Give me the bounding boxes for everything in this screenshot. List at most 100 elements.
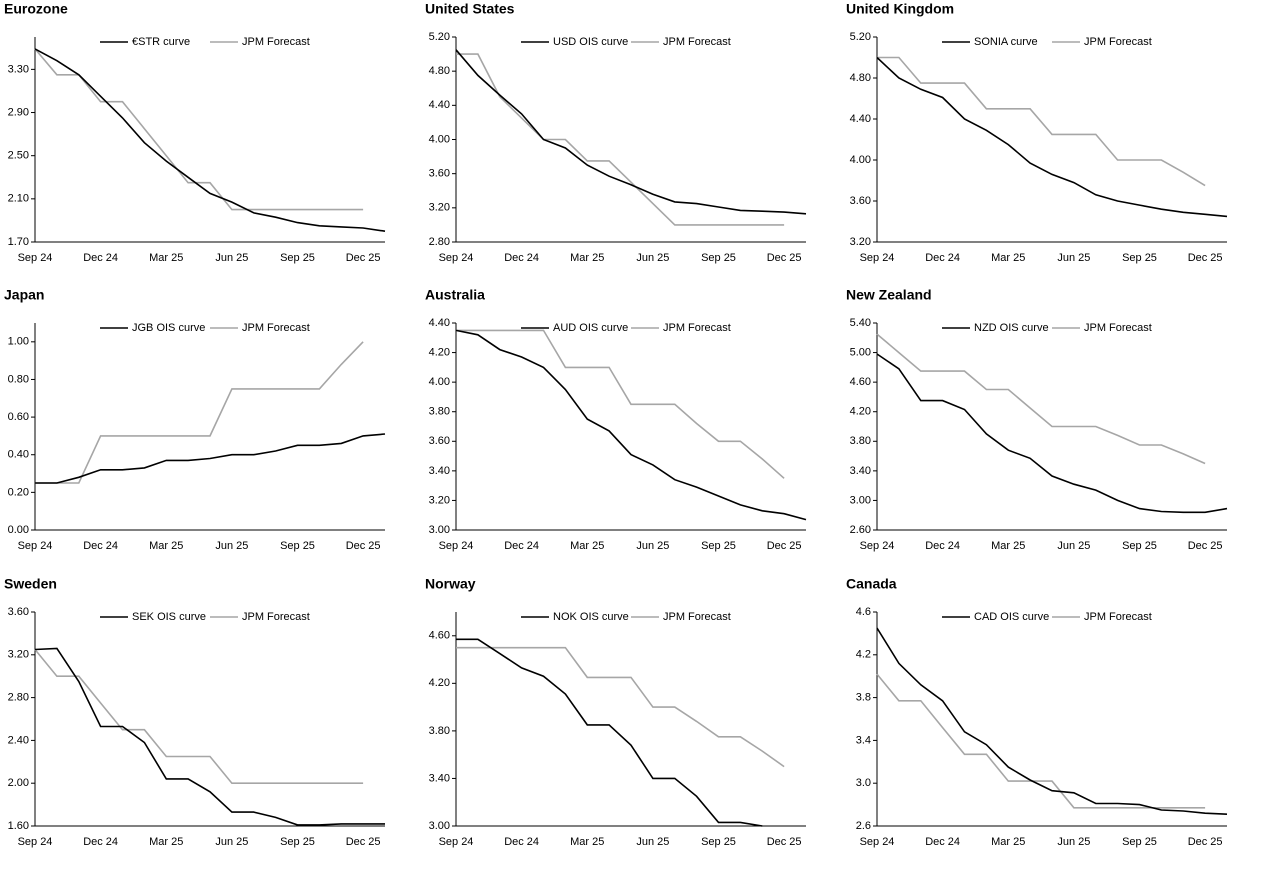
x-tick-label: Dec 25 [1188,540,1223,552]
y-tick-label: 3.80 [429,406,450,418]
x-tick-label: Jun 25 [215,540,248,552]
legend-label: NOK OIS curve [553,611,629,623]
panel: United Kingdom 3.20 3.60 4.00 4.40 4.80 5.20 Se… [846,1,1228,264]
panel: Canada 2.6 3.0 3.4 3.8 4.2 4.6 Sep 24 Dec 24 Mar … [846,576,1228,848]
y-tick-label: 4.80 [850,72,871,84]
x-tick-label: Dec 25 [767,252,802,264]
y-tick-label: 2.80 [429,236,450,248]
x-tick-label: Dec 25 [767,836,802,848]
x-tick-label: Sep 24 [860,252,895,264]
x-tick-label: Dec 24 [83,252,118,264]
x-tick-label: Mar 25 [570,836,604,848]
y-tick-label: 1.00 [8,336,29,348]
series-line [455,49,807,215]
y-tick-label: 4.00 [429,376,450,388]
x-tick-label: Jun 25 [1057,540,1090,552]
series-line [456,646,785,768]
x-tick-label: Jun 25 [215,252,248,264]
x-tick-label: Jun 25 [636,252,669,264]
x-tick-label: Sep 25 [280,836,315,848]
y-tick-label: 4.20 [429,346,450,358]
series-line [876,333,1206,465]
y-tick-label: 2.00 [8,777,29,789]
x-tick-label: Sep 25 [280,540,315,552]
panel-title: New Zealand [846,287,932,303]
y-tick-label: 4.40 [429,317,450,329]
panel-title: United States [425,1,515,17]
x-tick-label: Dec 25 [346,252,381,264]
y-tick-label: 4.00 [429,133,450,145]
y-tick-label: 0.80 [8,373,29,385]
y-tick-label: 3.60 [8,606,29,618]
x-tick-label: Sep 24 [18,540,53,552]
y-tick-label: 4.2 [856,649,871,661]
x-tick-label: Sep 24 [18,252,53,264]
y-tick-label: 2.6 [856,820,871,832]
panel-title: Norway [425,576,476,592]
x-tick-label: Mar 25 [991,252,1025,264]
y-tick-label: 4.40 [429,99,450,111]
series-line [455,329,807,521]
series-line [876,353,1228,514]
series-line [876,56,1228,218]
series-line [34,48,386,232]
panel: Australia 3.00 3.20 3.40 3.60 3.80 4.00 4.20 4.4… [425,287,807,552]
x-tick-label: Sep 25 [701,540,736,552]
x-tick-label: Dec 25 [346,836,381,848]
legend-label: SEK OIS curve [132,611,206,623]
panel-title: Eurozone [4,1,68,17]
series-line [876,673,1206,809]
x-tick-label: Sep 25 [1122,836,1157,848]
x-tick-label: Sep 25 [1122,252,1157,264]
series-line [876,627,1228,815]
y-tick-label: 3.80 [429,725,450,737]
x-tick-label: Dec 24 [504,252,539,264]
x-tick-label: Dec 25 [1188,252,1223,264]
y-tick-label: 2.50 [8,150,29,162]
series-line [877,56,1206,187]
series-line [34,48,364,211]
x-tick-label: Mar 25 [149,836,183,848]
series-line [35,341,364,484]
x-tick-label: Mar 25 [991,836,1025,848]
x-tick-label: Sep 25 [701,252,736,264]
y-tick-label: 0.60 [8,411,29,423]
x-tick-label: Jun 25 [636,836,669,848]
y-tick-label: 3.40 [850,465,871,477]
y-tick-label: 5.40 [850,317,871,329]
y-tick-label: 5.20 [429,31,450,43]
x-tick-label: Dec 25 [346,540,381,552]
x-tick-label: Jun 25 [1057,836,1090,848]
legend-label: SONIA curve [974,36,1038,48]
y-tick-label: 2.80 [8,692,29,704]
y-tick-label: 3.30 [8,63,29,75]
panel-title: Australia [425,287,485,303]
x-tick-label: Sep 24 [439,836,474,848]
y-tick-label: 4.20 [850,406,871,418]
x-tick-label: Sep 25 [1122,540,1157,552]
legend-label: JPM Forecast [242,322,310,334]
y-tick-label: 0.00 [8,524,29,536]
legend-label: AUD OIS curve [553,322,628,334]
y-tick-label: 3.40 [429,772,450,784]
legend-label: NZD OIS curve [974,322,1049,334]
y-tick-label: 4.60 [429,630,450,642]
y-tick-label: 2.40 [8,734,29,746]
series-line [456,638,763,827]
x-tick-label: Sep 24 [18,836,53,848]
legend-label: CAD OIS curve [974,611,1049,623]
legend-label: JPM Forecast [242,611,310,623]
y-tick-label: 1.60 [8,820,29,832]
y-tick-label: 3.00 [429,820,450,832]
x-tick-label: Jun 25 [1057,252,1090,264]
series-line [35,433,386,484]
legend-label: JPM Forecast [663,36,731,48]
legend-label: JGB OIS curve [132,322,205,334]
legend-label: USD OIS curve [553,36,628,48]
x-tick-label: Sep 24 [439,252,474,264]
panel: Eurozone 1.70 2.10 2.50 2.90 3.30 Sep 24 Dec 24… [4,1,386,264]
y-tick-label: 5.00 [850,346,871,358]
y-tick-label: 1.70 [8,236,29,248]
y-tick-label: 2.60 [850,524,871,536]
x-tick-label: Dec 24 [925,836,960,848]
